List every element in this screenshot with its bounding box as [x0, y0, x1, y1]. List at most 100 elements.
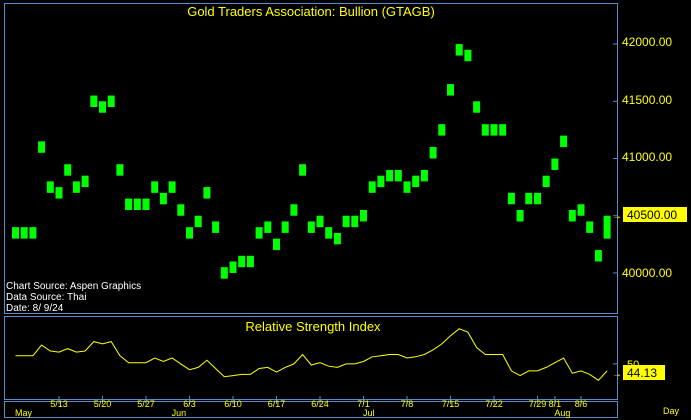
price-bar	[525, 192, 533, 205]
y-tick-label: 41000.00	[622, 150, 672, 164]
source-note-data: Data Source: Thai	[6, 292, 86, 303]
price-bar	[238, 255, 246, 268]
last-price-label-bg	[623, 207, 687, 222]
price-bar	[447, 84, 454, 96]
price-bar	[386, 169, 394, 182]
rsi-panel-frame	[4, 316, 618, 400]
date-tick-label: 7/8	[401, 399, 414, 409]
price-bar	[307, 221, 315, 233]
price-bar	[29, 227, 37, 239]
price-bar	[20, 227, 28, 239]
price-bar	[194, 215, 202, 228]
price-bar	[246, 255, 254, 268]
price-bar	[368, 181, 376, 193]
price-bar	[438, 124, 446, 136]
price-bar	[403, 181, 411, 193]
price-bar	[264, 221, 272, 233]
y-tick-label: 40000.00	[622, 266, 672, 280]
source-note-date: Date: 8/ 9/24	[6, 303, 64, 314]
price-panel-frame	[4, 3, 618, 314]
price-bar	[534, 192, 541, 205]
price-bar	[81, 175, 89, 188]
last-rsi-label-bg	[623, 365, 665, 380]
x-axis-unit: Day	[663, 406, 680, 416]
price-bar	[229, 261, 237, 273]
price-bar	[560, 135, 568, 148]
price-bar	[568, 210, 576, 222]
rsi-title: Relative Strength Index	[245, 319, 381, 334]
rsi-line-group	[15, 328, 617, 381]
price-bar	[107, 95, 115, 107]
price-bar	[212, 221, 220, 233]
price-bars	[12, 43, 617, 279]
price-bar	[125, 198, 133, 210]
date-tick-label: 6/10	[224, 399, 242, 409]
rsi-line	[15, 328, 608, 381]
date-tick-label: 5/27	[137, 399, 155, 409]
last-rsi-arrow: →	[612, 369, 622, 380]
last-price-label: 40500.00	[627, 208, 677, 222]
date-tick-label: 7/1	[357, 399, 370, 409]
price-bar	[299, 164, 307, 176]
date-tick-label: 7/29	[529, 399, 547, 409]
source-note-chart: Chart Source: Aspen Graphics	[6, 281, 141, 292]
price-bar	[360, 210, 367, 222]
price-bar	[220, 267, 228, 279]
price-bar	[542, 175, 550, 188]
date-tick-label: 5/20	[94, 399, 112, 409]
price-bar	[168, 181, 176, 193]
price-bar	[325, 227, 333, 239]
date-tick-label: 6/3	[183, 399, 196, 409]
price-bar	[377, 175, 385, 188]
price-bar	[255, 227, 263, 239]
y-tick-label: 41500.00	[622, 93, 672, 107]
chart-title: Gold Traders Association: Bullion (GTAGB…	[187, 4, 435, 19]
price-bar	[12, 227, 19, 239]
price-bar	[72, 181, 80, 193]
date-tick-label: 7/22	[485, 399, 503, 409]
price-bar	[116, 164, 124, 176]
price-bar	[290, 204, 298, 216]
price-bar	[420, 169, 428, 182]
price-bar	[342, 215, 350, 228]
price-bar	[333, 232, 341, 245]
month-label: May	[15, 408, 33, 418]
month-label: Aug	[554, 408, 570, 418]
price-bar	[316, 215, 324, 228]
price-bar	[490, 124, 498, 136]
price-bar	[473, 101, 481, 113]
date-tick-label: 5/13	[50, 399, 68, 409]
price-bar	[281, 221, 289, 233]
price-bar	[203, 187, 211, 199]
price-bar	[177, 204, 185, 216]
date-axis-frame	[4, 401, 618, 418]
y-tick-label: 42000.00	[622, 35, 672, 49]
price-bar	[186, 227, 193, 239]
price-bar	[64, 164, 72, 176]
date-tick-label: 7/15	[442, 399, 460, 409]
price-bar	[99, 101, 106, 113]
date-tick-label: 6/24	[311, 399, 329, 409]
price-bar	[273, 238, 280, 251]
price-bar	[455, 44, 463, 56]
price-bar	[351, 215, 359, 228]
price-bar	[412, 175, 420, 188]
price-y-axis: 42000.00 41500.00 41000.00 40000.00	[622, 35, 672, 280]
price-bar	[586, 221, 594, 233]
price-bar	[429, 147, 437, 159]
date-tick-label: 6/17	[268, 399, 286, 409]
price-bar	[55, 187, 63, 199]
price-bar	[516, 210, 524, 222]
price-bar	[90, 95, 98, 107]
price-bar	[133, 198, 141, 210]
price-bar	[551, 158, 559, 170]
date-axis: 5/13 5/20 5/27 6/3 6/10 6/17 6/24 7/1 7/8 7/15 7/2…	[15, 396, 587, 418]
price-bar	[151, 181, 159, 193]
price-bar	[142, 198, 150, 210]
price-bar	[577, 204, 585, 216]
month-label: Jun	[172, 408, 187, 418]
price-bar	[499, 124, 507, 136]
price-bar	[46, 181, 54, 193]
price-bar	[481, 124, 489, 136]
price-bar	[594, 250, 602, 262]
